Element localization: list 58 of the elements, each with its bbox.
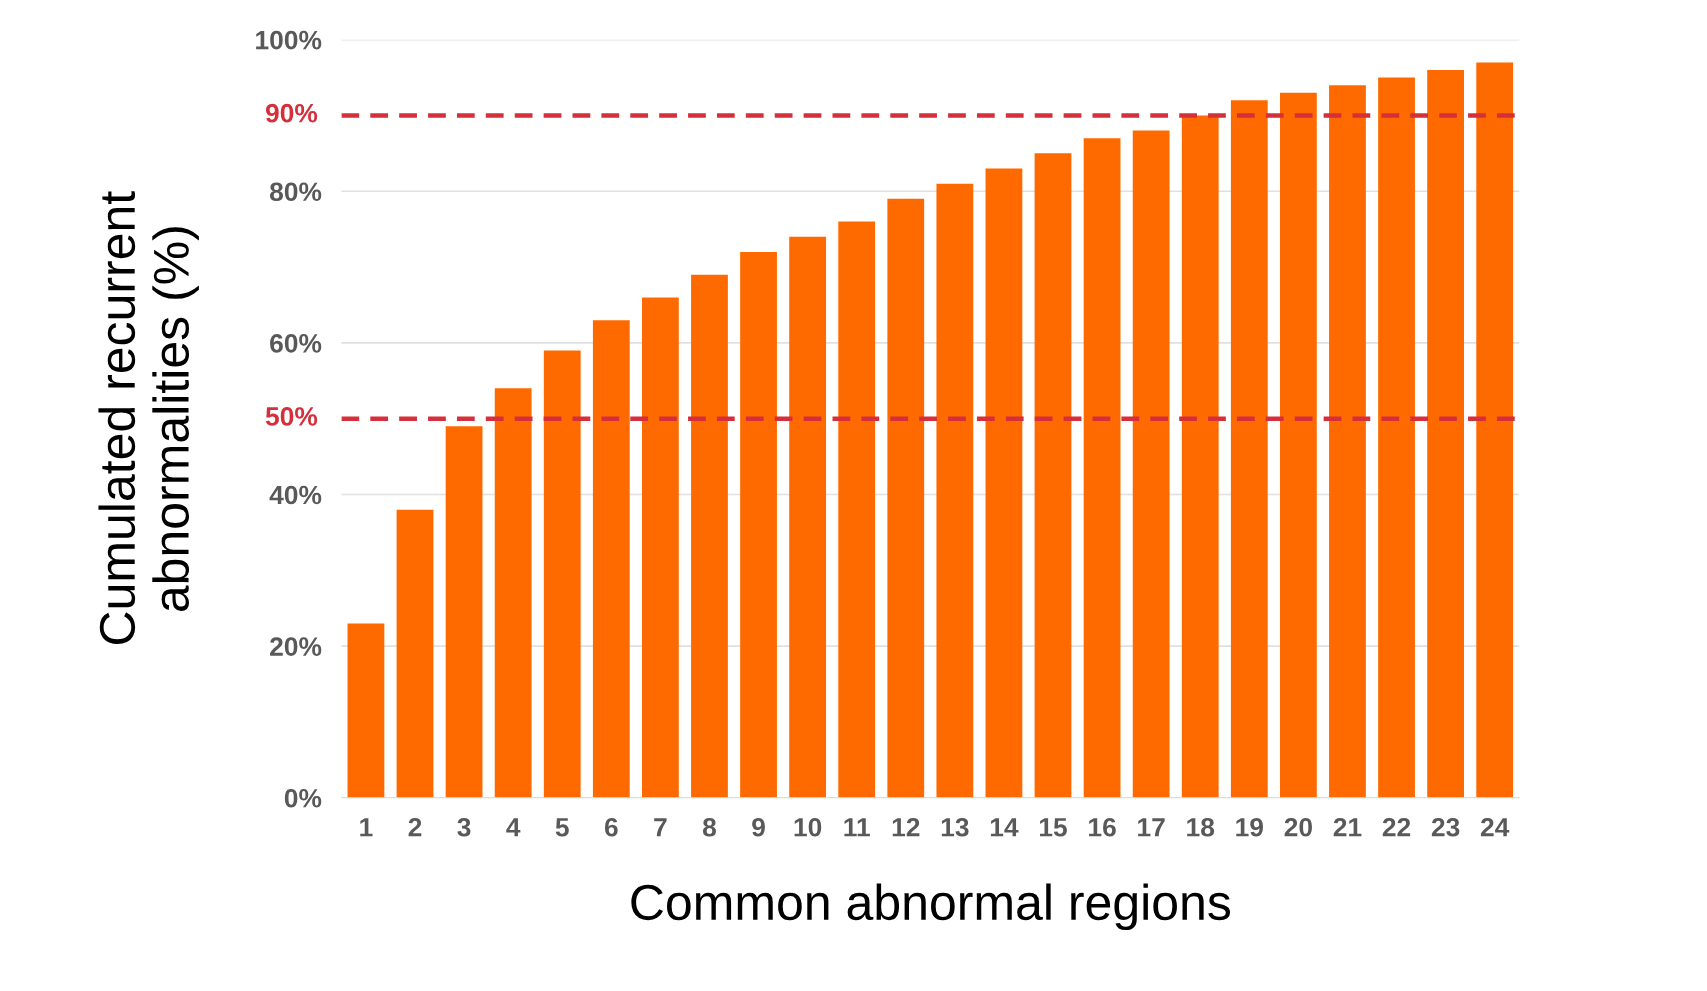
bar <box>691 274 728 798</box>
x-tick-label: 9 <box>752 817 765 837</box>
x-tick-label: 19 <box>1236 817 1264 837</box>
x-tick-label: 1 <box>360 818 373 837</box>
x-tick-label: 24 <box>1480 817 1510 837</box>
x-tick-label: 18 <box>1187 817 1215 837</box>
y-tick-label: 60% <box>270 334 322 353</box>
x-tick-label: 7 <box>654 818 667 837</box>
bar <box>1279 92 1317 798</box>
bar <box>543 350 581 798</box>
x-tick-label: 13 <box>941 817 969 837</box>
y-axis-title: Cumulated recurrent abnormalities (%) <box>98 191 199 645</box>
x-tick-label: 20 <box>1284 817 1312 837</box>
x-tick-label: 14 <box>990 818 1019 837</box>
x-axis-title: Common abnormal regions <box>631 883 1231 931</box>
x-tick-label: 4 <box>506 818 521 837</box>
x-tick-label: 15 <box>1039 818 1067 837</box>
y-tick-label: 40% <box>269 485 322 505</box>
bar <box>936 183 974 798</box>
bar <box>1476 62 1514 798</box>
ref-line-label: 50% <box>265 407 318 426</box>
x-tick-label: 23 <box>1431 817 1460 837</box>
x-tick-label: 3 <box>457 817 471 837</box>
bar <box>985 168 1023 798</box>
bar <box>789 236 827 798</box>
bar <box>1083 138 1121 798</box>
x-tick-label: 11 <box>844 818 870 837</box>
x-tick-label: 22 <box>1382 817 1411 837</box>
bar <box>445 426 483 798</box>
bar <box>347 623 385 798</box>
bar <box>494 388 532 798</box>
bar <box>740 251 777 798</box>
x-tick-label: 8 <box>702 817 716 837</box>
x-tick-label: 10 <box>794 817 822 837</box>
y-tick-label: 100% <box>256 30 322 50</box>
bar <box>592 320 630 798</box>
y-tick-label: 0% <box>284 788 322 808</box>
bar <box>1230 100 1268 798</box>
bar <box>1329 85 1366 798</box>
bar <box>1132 130 1170 798</box>
x-tick-label: 5 <box>555 818 569 837</box>
x-tick-label: 2 <box>408 817 422 837</box>
ref-line-label: 90% <box>265 103 318 123</box>
bar <box>1427 69 1465 798</box>
x-tick-label: 17 <box>1138 818 1165 837</box>
bar <box>641 297 679 798</box>
x-tick-label: 12 <box>892 817 920 837</box>
y-tick-label: 80% <box>269 182 322 202</box>
bar <box>396 509 434 798</box>
y-tick-label: 20% <box>270 637 322 656</box>
bar <box>1034 153 1072 798</box>
bar <box>887 198 925 798</box>
x-tick-label: 6 <box>604 817 618 837</box>
x-tick-label: 21 <box>1333 817 1362 837</box>
x-tick-label: 16 <box>1089 817 1116 837</box>
bar <box>1181 115 1219 798</box>
bar <box>1378 77 1415 798</box>
bar <box>838 221 876 798</box>
